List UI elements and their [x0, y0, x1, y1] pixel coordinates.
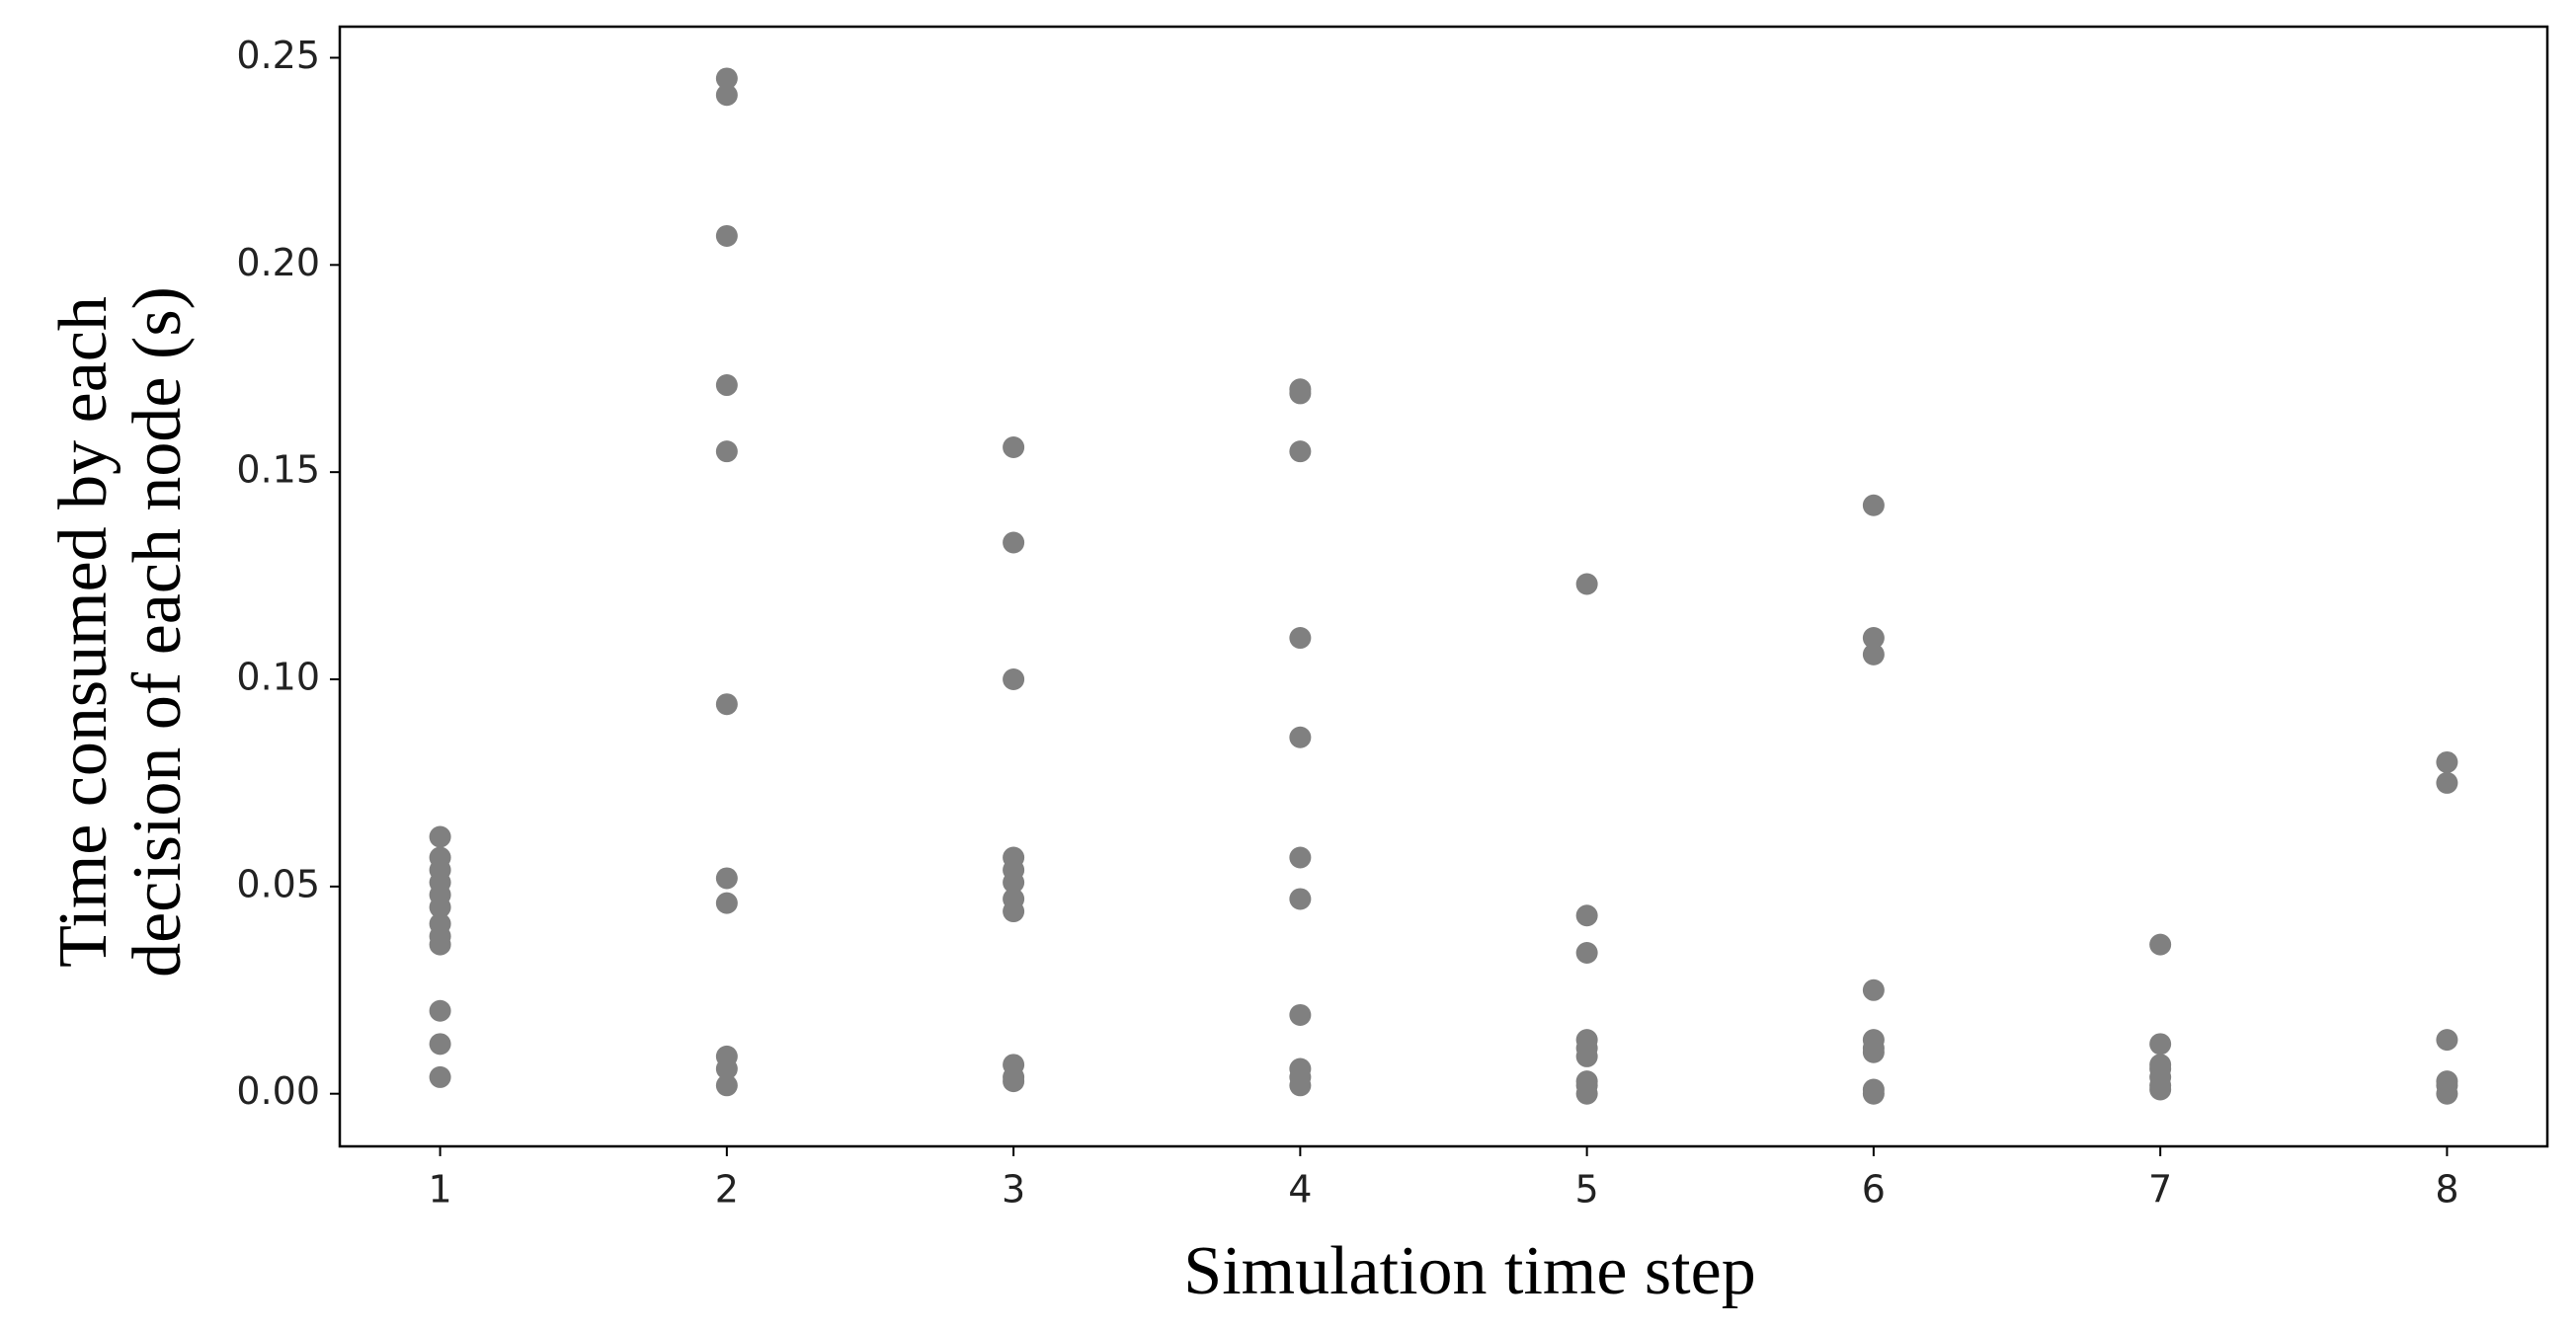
point — [1575, 904, 1598, 927]
point — [1862, 627, 1885, 650]
point — [1289, 1074, 1312, 1097]
x-tick-label: 2 — [715, 1168, 739, 1212]
point — [2436, 1029, 2458, 1052]
point — [429, 933, 451, 956]
point — [429, 1065, 451, 1088]
point — [1862, 643, 1885, 666]
point — [1862, 494, 1885, 516]
point — [1003, 435, 1025, 458]
point — [429, 896, 451, 918]
point — [429, 1033, 451, 1056]
y-tick-label: 0.15 — [236, 448, 320, 492]
y-axis-label: decision of each node (s) — [120, 286, 196, 978]
point — [1003, 900, 1025, 923]
point — [715, 1057, 738, 1080]
point — [2436, 1082, 2458, 1105]
point — [1289, 382, 1312, 405]
point — [2149, 1078, 2172, 1101]
point — [2149, 1033, 2172, 1056]
point — [1575, 942, 1598, 965]
point — [1003, 668, 1025, 691]
y-tick-label: 0.10 — [236, 656, 320, 699]
point — [715, 440, 738, 463]
x-tick-label: 8 — [2435, 1168, 2458, 1212]
y-tick-label: 0.25 — [236, 34, 320, 77]
point — [1289, 440, 1312, 463]
point — [1862, 1041, 1885, 1063]
point — [1289, 726, 1312, 748]
point — [429, 999, 451, 1022]
point — [1003, 531, 1025, 554]
point — [715, 224, 738, 247]
point — [715, 693, 738, 716]
x-axis-label: Simulation time step — [1183, 1233, 1755, 1309]
x-tick-label: 4 — [1288, 1168, 1312, 1212]
point — [1289, 846, 1312, 869]
y-tick-label: 0.20 — [236, 241, 320, 284]
point — [429, 825, 451, 848]
point — [1862, 979, 1885, 1001]
point — [1575, 573, 1598, 595]
point — [1289, 1003, 1312, 1026]
y-tick-label: 0.00 — [236, 1069, 320, 1113]
point — [1575, 1045, 1598, 1067]
point — [1289, 888, 1312, 910]
point — [715, 374, 738, 397]
point — [1862, 1082, 1885, 1105]
point — [2149, 933, 2172, 956]
point — [1289, 627, 1312, 650]
plot-frame — [338, 25, 2549, 1148]
y-tick-label: 0.05 — [236, 862, 320, 905]
point — [2436, 771, 2458, 794]
point — [715, 67, 738, 90]
x-tick-label: 1 — [428, 1168, 451, 1212]
point — [2436, 750, 2458, 773]
point — [715, 1074, 738, 1097]
x-tick-label: 3 — [1002, 1168, 1025, 1212]
point — [715, 84, 738, 107]
x-tick-label: 5 — [1575, 1168, 1599, 1212]
x-tick-label: 7 — [2148, 1168, 2172, 1212]
point — [1003, 871, 1025, 894]
point — [715, 892, 738, 914]
point — [1003, 1070, 1025, 1093]
y-axis-label: Time consumed by each — [45, 296, 121, 968]
point — [715, 867, 738, 890]
point — [1575, 1082, 1598, 1105]
x-tick-label: 6 — [1862, 1168, 1886, 1212]
